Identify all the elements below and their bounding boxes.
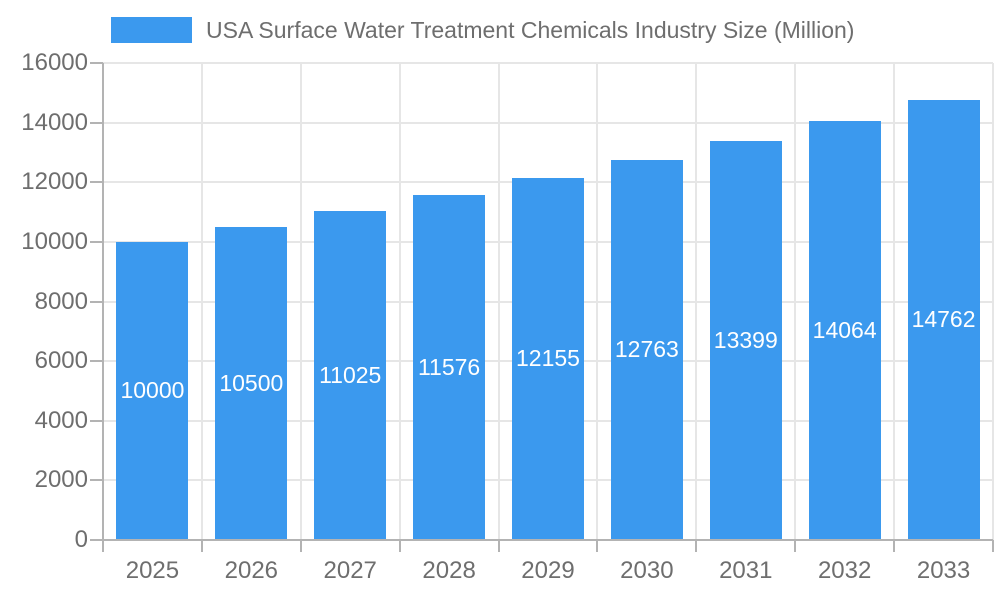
x-axis-tick-mark <box>497 540 500 552</box>
bar-value-label: 12763 <box>614 336 679 363</box>
y-axis-tick-mark <box>90 419 103 422</box>
x-gridline <box>695 63 698 540</box>
x-gridline <box>398 63 401 540</box>
x-axis-tick-mark <box>893 540 896 552</box>
legend: USA Surface Water Treatment Chemicals In… <box>111 17 854 43</box>
bar-2033[interactable]: 14762 <box>907 99 980 540</box>
y-axis-tick-label: 2000 <box>34 466 88 494</box>
y-gridline <box>103 121 993 124</box>
x-axis-line <box>103 539 993 541</box>
legend-label: USA Surface Water Treatment Chemicals In… <box>206 17 855 43</box>
bar-2027[interactable]: 11025 <box>314 211 387 540</box>
x-axis-tick-label: 2033 <box>916 557 971 584</box>
bar-2031[interactable]: 13399 <box>709 140 782 540</box>
bar-value-label: 14762 <box>911 306 976 333</box>
y-axis-tick-label: 0 <box>74 526 88 553</box>
y-axis-tick-mark <box>90 181 103 184</box>
x-gridline <box>596 63 599 540</box>
x-axis-tick-mark <box>299 540 302 552</box>
y-axis-tick-label: 6000 <box>34 347 88 375</box>
x-axis-tick-label: 2025 <box>125 557 180 584</box>
x-axis-tick-mark <box>398 540 401 552</box>
bar-value-label: 10000 <box>120 377 185 404</box>
x-axis-tick-mark <box>992 540 994 552</box>
bar-2026[interactable]: 10500 <box>215 226 288 540</box>
bar-2025[interactable]: 10000 <box>116 241 189 540</box>
plot-area: 10000 10500 11025 11576 12155 12763 13399 14064… <box>103 62 994 540</box>
y-axis-tick-mark <box>90 240 103 243</box>
bar-value-label: 12155 <box>516 345 580 372</box>
y-axis-tick-label: 8000 <box>34 287 88 315</box>
x-gridline <box>497 63 500 540</box>
y-axis-tick-label: 16000 <box>21 49 88 76</box>
x-axis-tick-label: 2032 <box>817 557 872 584</box>
bar-value-label: 11025 <box>319 362 382 389</box>
x-gridline <box>200 63 203 540</box>
x-axis-tick-mark <box>200 540 203 552</box>
x-axis-tick-mark <box>794 540 797 552</box>
x-axis-tick-label: 2030 <box>620 557 674 584</box>
bar-value-label: 11576 <box>417 353 481 380</box>
y-axis-tick-label: 4000 <box>34 406 88 434</box>
bar-value-label: 10500 <box>219 369 284 396</box>
x-axis-tick-mark <box>596 540 599 552</box>
y-gridline <box>103 62 993 64</box>
bar-value-label: 14064 <box>812 316 877 343</box>
x-axis-tick-label: 2026 <box>224 557 279 584</box>
y-axis-line <box>102 63 104 552</box>
y-axis-tick-label: 10000 <box>21 227 88 255</box>
x-axis-tick-label: 2031 <box>719 557 773 584</box>
y-axis-tick-label: 12000 <box>21 168 88 196</box>
y-axis-tick-mark <box>90 479 103 482</box>
y-axis-tick-mark <box>90 300 103 303</box>
x-gridline <box>893 63 896 540</box>
y-axis-tick-mark <box>90 539 103 541</box>
bar-value-label: 13399 <box>713 326 778 353</box>
x-axis-tick-mark <box>695 540 698 552</box>
x-axis-tick-label: 2027 <box>323 557 377 584</box>
bar-2030[interactable]: 12763 <box>610 159 683 540</box>
x-gridline <box>992 63 994 540</box>
y-axis-tick-mark <box>90 62 103 64</box>
x-gridline <box>794 63 797 540</box>
legend-swatch-icon <box>111 17 192 43</box>
bar-2032[interactable]: 14064 <box>808 120 881 540</box>
y-axis-tick-mark <box>90 360 103 363</box>
x-gridline <box>299 63 302 540</box>
y-axis-tick-mark <box>90 121 103 124</box>
x-axis-tick-label: 2029 <box>521 557 575 584</box>
bar-2028[interactable]: 11576 <box>413 194 486 540</box>
x-axis-tick-label: 2028 <box>422 557 476 584</box>
bar-2029[interactable]: 12155 <box>512 177 584 540</box>
y-axis-tick-label: 14000 <box>21 108 88 136</box>
